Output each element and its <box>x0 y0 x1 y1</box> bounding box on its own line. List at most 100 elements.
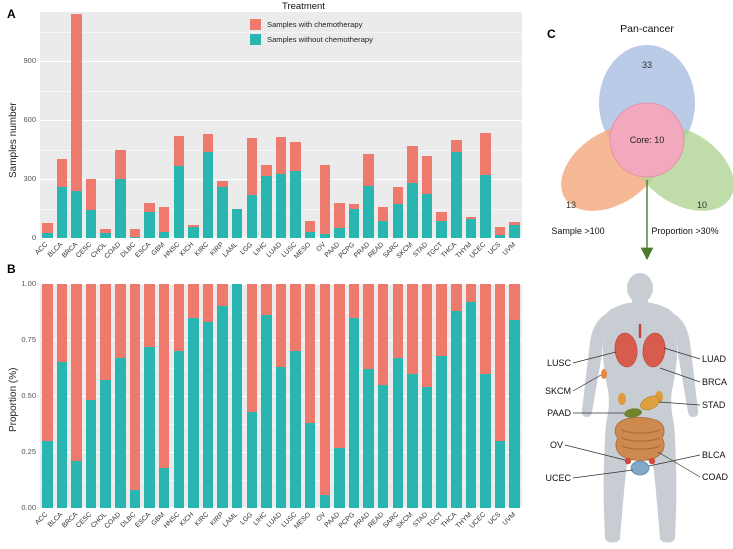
bar-segment-with-chemotherapy <box>407 284 418 374</box>
venn-pan-cancer-label: Pan-cancer <box>620 23 674 35</box>
bar-ucs <box>494 227 506 238</box>
bar-segment-without-chemotherapy <box>509 319 520 508</box>
legend-item-without-chemotherapy: Samples without chemotherapy <box>250 32 448 47</box>
bar-segment-without-chemotherapy <box>56 362 68 508</box>
bar-segment-with-chemotherapy <box>56 159 68 187</box>
bar-segment-without-chemotherapy <box>42 440 53 508</box>
bar-segment-with-chemotherapy <box>246 137 258 195</box>
bar-segment-without-chemotherapy <box>115 178 126 238</box>
left-lung-icon <box>614 332 638 368</box>
label-connectors <box>564 347 701 479</box>
intestines-icon <box>614 416 665 461</box>
body-label-brca: BRCA <box>702 377 727 387</box>
bar-segment-without-chemotherapy <box>363 369 374 508</box>
bar-segment-without-chemotherapy <box>42 233 53 238</box>
left-kidney-icon <box>618 393 626 405</box>
bar-segment-with-chemotherapy <box>202 133 214 152</box>
venn-proportion-count: 10 <box>697 200 707 210</box>
venn-diagram: Pan-cancer 33 13 10 Core: 10 Sample >100… <box>551 23 733 261</box>
bar-sarc <box>392 186 404 238</box>
bar-segment-with-chemotherapy <box>275 284 287 367</box>
bar-segment-without-chemotherapy <box>85 400 97 508</box>
bar-segment-without-chemotherapy <box>480 373 491 508</box>
left-ovary-icon <box>624 457 632 465</box>
bar-segment-with-chemotherapy <box>188 225 199 228</box>
legend-label-with-chemotherapy: Samples with chemotherapy <box>267 20 363 29</box>
bar-segment-with-chemotherapy <box>494 284 506 441</box>
bar-segment-without-chemotherapy <box>509 224 520 238</box>
bar-segment-with-chemotherapy <box>348 203 360 209</box>
bar-segment-with-chemotherapy <box>377 206 389 221</box>
bar-segment-with-chemotherapy <box>71 13 82 192</box>
bar-segment-without-chemotherapy <box>231 208 243 238</box>
bar-kirc <box>202 284 214 508</box>
bar-segment-without-chemotherapy <box>246 411 258 508</box>
bar-segment-with-chemotherapy <box>275 136 287 175</box>
bar-lusc <box>290 141 301 238</box>
body-label-ov: OV <box>550 440 563 450</box>
bar-segment-with-chemotherapy <box>392 186 404 204</box>
bar-segment-without-chemotherapy <box>392 357 404 508</box>
body-diagram: LUSC SKCM PAAD OV UCEC LUAD BRCA STAD BL… <box>545 273 729 543</box>
bar-segment-with-chemotherapy <box>246 284 258 412</box>
bar-chol <box>100 229 111 238</box>
bar-segment-without-chemotherapy <box>480 174 491 238</box>
bar-hnsc <box>173 135 185 238</box>
bar-ucec <box>480 132 491 238</box>
bar-cesc <box>85 179 97 238</box>
intestine-fold-icon <box>621 445 661 450</box>
bar-segment-without-chemotherapy <box>202 151 214 238</box>
pancreas-icon <box>624 408 642 418</box>
y-tick-label: 0.00 <box>21 503 36 512</box>
bar-segment-with-chemotherapy <box>494 227 506 235</box>
bar-segment-with-chemotherapy <box>42 284 53 441</box>
bar-stad <box>421 284 433 508</box>
bar-blca <box>56 159 68 238</box>
body-label-paad: PAAD <box>547 408 571 418</box>
bar-meso <box>304 221 316 238</box>
bar-segment-with-chemotherapy <box>304 221 316 232</box>
bar-segment-without-chemotherapy <box>158 232 170 238</box>
bar-segment-with-chemotherapy <box>129 284 141 491</box>
bar-thym <box>465 217 477 238</box>
bar-ucec <box>480 284 491 508</box>
bar-acc <box>42 284 53 508</box>
bar-segment-with-chemotherapy <box>334 284 345 448</box>
bar-segment-without-chemotherapy <box>304 422 316 508</box>
bar-gbm <box>158 284 170 508</box>
bar-paad <box>334 284 345 508</box>
bar-prad <box>363 284 374 508</box>
bar-segment-without-chemotherapy <box>261 315 272 508</box>
bar-segment-with-chemotherapy <box>407 145 418 183</box>
bar-segment-with-chemotherapy <box>100 284 111 381</box>
bar-read <box>377 206 389 238</box>
bar-segment-without-chemotherapy <box>465 218 477 238</box>
bar-segment-with-chemotherapy <box>129 228 141 238</box>
panel-c-label: C <box>547 27 556 41</box>
bar-segment-without-chemotherapy <box>290 170 301 238</box>
y-tick-label: 0 <box>31 233 36 242</box>
bar-lihc <box>261 284 272 508</box>
bar-segment-with-chemotherapy <box>451 284 462 311</box>
venn-sample-count: 13 <box>566 200 576 210</box>
intestine-fold-icon <box>621 437 661 442</box>
bar-segment-without-chemotherapy <box>304 231 316 238</box>
bar-segment-with-chemotherapy <box>85 284 97 401</box>
bar-segment-without-chemotherapy <box>217 306 228 508</box>
legend: Treatment Samples with chemotherapy Samp… <box>248 1 448 47</box>
bar-segment-without-chemotherapy <box>202 322 214 508</box>
bar-segment-without-chemotherapy <box>436 220 447 238</box>
bar-segment-without-chemotherapy <box>217 186 228 238</box>
y-tick-label: 600 <box>23 115 36 125</box>
bar-segment-without-chemotherapy <box>407 182 418 238</box>
bar-brca <box>71 284 82 508</box>
bar-segment-without-chemotherapy <box>421 387 433 508</box>
bar-esca <box>144 284 155 508</box>
bar-segment-without-chemotherapy <box>173 166 185 238</box>
bar-segment-with-chemotherapy <box>290 284 301 352</box>
bar-segment-without-chemotherapy <box>188 317 199 508</box>
bladder-icon <box>630 460 650 476</box>
bar-segment-with-chemotherapy <box>115 284 126 358</box>
right-lung-icon <box>642 332 666 368</box>
